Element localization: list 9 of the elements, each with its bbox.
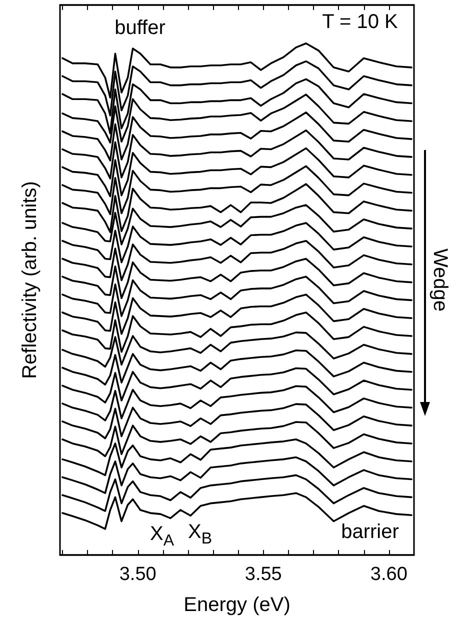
y-axis-title: Reflectivity (arb. units) [19,181,41,379]
x-axis-title: Energy (eV) [184,594,290,616]
x-tick-label: 3.55 [244,564,282,585]
text: buffer [114,17,166,39]
text: T = 10 K [322,11,399,33]
x-tick-label: 3.50 [119,564,156,585]
annotation: barrier [341,521,400,543]
text: Wedge [429,248,451,312]
x-tick-label: 3.60 [370,564,408,585]
